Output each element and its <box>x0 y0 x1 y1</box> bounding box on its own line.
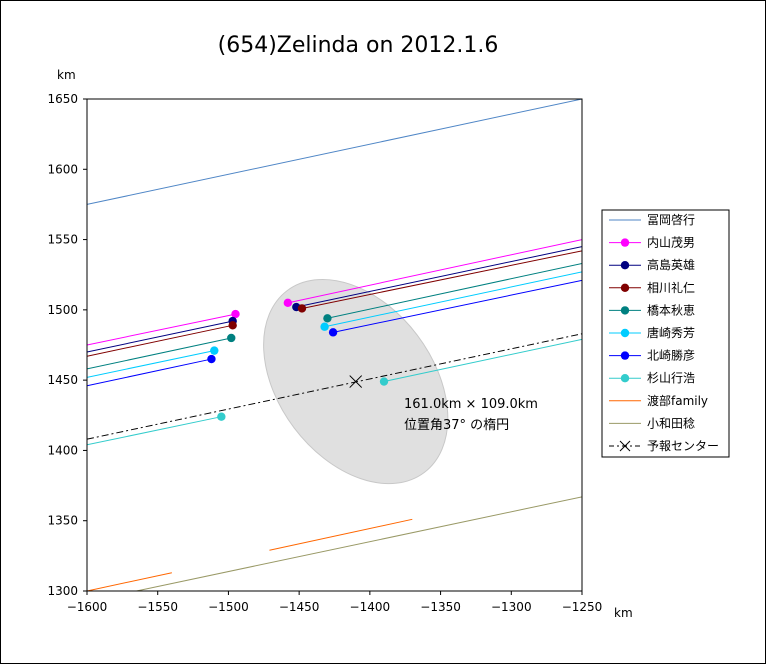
series-line-7-1 <box>87 358 212 387</box>
series-line-11-1 <box>87 333 582 440</box>
series-line-5-1 <box>87 337 232 370</box>
y-tick-label-2: 1350 <box>47 514 78 528</box>
y-tick-label-8: 1650 <box>47 92 78 106</box>
legend-marker-4 <box>620 283 630 292</box>
legend: 冨岡啓行内山茂男高島英雄相川礼仁橋本秋恵唐崎秀芳北崎勝彦杉山行浩渡部family… <box>601 209 730 458</box>
legend-label-1: 冨岡啓行 <box>647 212 695 227</box>
x-tick-label-7: −1300 <box>491 600 532 614</box>
x-tick-label-4: −1450 <box>279 600 320 614</box>
legend-label-9: 渡部family <box>647 393 708 408</box>
series-line-9-1 <box>87 572 172 591</box>
legend-label-2: 内山茂男 <box>647 236 695 250</box>
y-unit-label: km <box>57 68 76 82</box>
series-point-6-2 <box>320 322 329 331</box>
x-tick-label-5: −1400 <box>350 600 391 614</box>
legend-label-7: 北崎勝彦 <box>647 348 695 363</box>
legend-label-4: 相川礼仁 <box>647 280 695 295</box>
prediction-center-marker <box>349 375 363 388</box>
series-point-2-1 <box>231 309 240 319</box>
x-tick-label-8: −1250 <box>562 600 603 614</box>
series-line-2-1 <box>87 313 236 346</box>
series-point-4-1 <box>228 321 237 330</box>
ellipse-label-size: 161.0km × 109.0km <box>404 397 538 412</box>
legend-label-10: 小和田稔 <box>647 416 695 430</box>
x-tick-label-6: −1350 <box>420 600 461 614</box>
legend-marker-7 <box>620 351 630 360</box>
series-line-2-2 <box>287 239 582 304</box>
y-tick-label-1: 1300 <box>47 584 78 598</box>
legend-label-3: 高島英雄 <box>647 257 695 272</box>
legend-marker-6 <box>620 328 630 338</box>
series-point-4-2 <box>297 304 307 313</box>
series-line-6-1 <box>87 350 215 378</box>
legend-marker-3 <box>620 261 630 270</box>
y-tick-label-7: 1600 <box>47 162 78 176</box>
legend-marker-8 <box>620 374 630 383</box>
series-line-7-2 <box>332 279 582 333</box>
legend-label-11: 予報センター <box>647 439 719 453</box>
series-point-8-2 <box>379 377 389 386</box>
legend-marker-5 <box>620 306 630 315</box>
x-tick-label-1: −1600 <box>67 600 108 614</box>
x-tick-label-3: −1500 <box>208 600 249 614</box>
ellipse-label-angle: 位置角37° の楕円 <box>404 418 509 433</box>
legend-label-6: 唐崎秀芳 <box>647 325 695 340</box>
series-line-5-2 <box>327 262 582 319</box>
series-line-9-2 <box>269 518 413 551</box>
series-line-3-1 <box>87 320 233 353</box>
legend-marker-2 <box>620 238 630 247</box>
series-point-5-2 <box>323 314 332 323</box>
chart-title: (654)Zelinda on 2012.1.6 <box>218 33 499 58</box>
series-line-10-1 <box>136 496 582 591</box>
series-point-8-1 <box>217 412 226 421</box>
series-point-7-1 <box>207 354 216 364</box>
y-tick-label-3: 1400 <box>47 443 78 457</box>
series-point-6-1 <box>210 346 219 355</box>
series-line-1-1 <box>87 99 582 205</box>
y-tick-label-6: 1550 <box>47 233 78 247</box>
legend-label-5: 橋本秋恵 <box>647 303 695 317</box>
plot-area-border <box>86 98 583 592</box>
series-line-4-2 <box>301 250 582 309</box>
series-line-3-2 <box>296 246 582 308</box>
y-tick-label-5: 1500 <box>47 303 78 317</box>
y-tick-label-4: 1450 <box>47 373 78 387</box>
series-line-4-1 <box>87 324 233 357</box>
series-line-8-2 <box>383 338 582 383</box>
series-point-7-2 <box>328 328 338 337</box>
series-line-8-1 <box>87 416 222 446</box>
series-line-6-2 <box>324 271 582 328</box>
x-unit-label: km <box>614 606 633 620</box>
x-tick-label-2: −1550 <box>137 600 178 614</box>
series-point-2-2 <box>283 298 293 308</box>
legend-label-8: 杉山行浩 <box>647 371 695 385</box>
series-point-5-1 <box>227 333 236 343</box>
legend-marker-11 <box>619 440 631 452</box>
